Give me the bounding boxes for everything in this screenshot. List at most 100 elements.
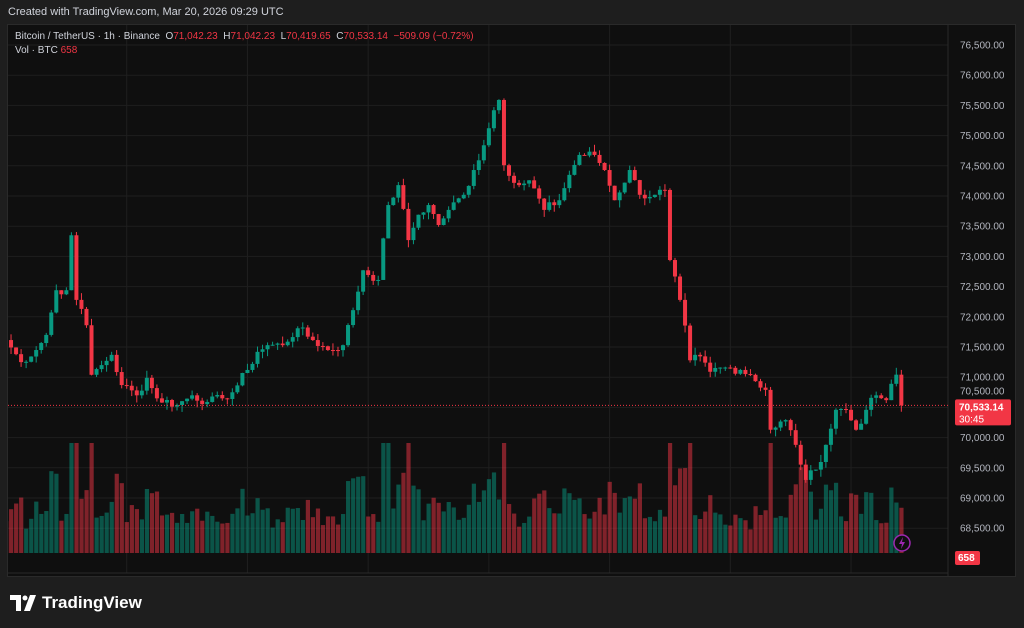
volume-tag-value: 658: [958, 553, 975, 564]
candle-body: [190, 395, 195, 399]
volume-bar: [391, 508, 396, 553]
candle-body: [99, 365, 104, 370]
candle-body: [361, 270, 366, 292]
volume-bar: [512, 513, 517, 553]
price-chart[interactable]: 76,500.00 76,000.00 75,500.00 75,000.00 74,5…: [8, 25, 1016, 577]
volume-bar: [79, 498, 84, 553]
candle-body: [391, 197, 396, 206]
y-tick-label: 70,500.00: [960, 386, 1005, 397]
low-label: L: [280, 31, 287, 42]
candle-body: [265, 345, 270, 350]
candle-body: [461, 194, 466, 199]
candle-body: [672, 260, 677, 277]
volume-bar: [652, 521, 658, 553]
candle-body: [446, 209, 451, 219]
volume-bar: [426, 503, 431, 553]
y-tick-label: 69,000.00: [960, 494, 1005, 505]
volume-bar: [844, 521, 849, 553]
volume-bar: [547, 508, 552, 553]
symbol-info[interactable]: Bitcoin / TetherUS · 1h · Binance: [15, 31, 160, 42]
volume-bar: [788, 494, 793, 553]
close-value: 70,533.14: [343, 31, 388, 42]
candle-body: [572, 164, 577, 175]
volume-bar: [386, 443, 391, 553]
candle-body: [587, 151, 592, 156]
volume-bar: [175, 522, 180, 553]
y-tick-label: 76,000.00: [960, 71, 1005, 82]
y-tick-label: 72,500.00: [960, 282, 1005, 293]
candle-body: [622, 182, 627, 193]
candle-body: [180, 401, 185, 405]
candle-body: [84, 308, 89, 326]
volume-bar: [164, 514, 170, 553]
volume-bar: [894, 502, 899, 553]
candle-body: [260, 349, 265, 352]
candle-body: [175, 404, 180, 407]
volume-bar: [507, 504, 512, 553]
volume-bar: [341, 514, 346, 553]
volume-bar: [728, 525, 733, 553]
volume-bar: [351, 478, 356, 553]
volume-bar: [864, 492, 869, 553]
candle-body: [290, 337, 295, 342]
candle-body: [522, 183, 527, 186]
candle-body: [456, 198, 461, 203]
volume-bar: [552, 513, 557, 553]
candle-body: [507, 165, 511, 176]
y-tick-label: 69,500.00: [960, 463, 1005, 474]
volume-tag: [955, 551, 980, 565]
candle-body: [346, 325, 351, 346]
candle-body: [884, 398, 889, 401]
candle-body: [899, 374, 904, 406]
candle-body: [667, 189, 672, 261]
last-price-value: 70,533.14: [959, 402, 1004, 413]
candle-body: [491, 110, 496, 129]
volume-bar: [522, 522, 527, 553]
volume-bar: [678, 468, 683, 553]
candle-body: [874, 395, 879, 398]
candle-body: [773, 427, 778, 430]
y-tick-label: 73,000.00: [960, 252, 1005, 263]
volume-bar: [119, 483, 124, 553]
candle-body: [597, 154, 602, 163]
volume-value: 658: [60, 45, 78, 56]
volume-bar: [346, 481, 351, 553]
candle-body: [547, 202, 552, 210]
volume-bar: [24, 528, 29, 553]
volume-bar: [34, 501, 39, 553]
volume-bar: [869, 492, 874, 553]
volume-bar: [567, 493, 572, 553]
volume-bar: [733, 514, 738, 553]
close-label: C: [336, 31, 344, 42]
candle-body: [134, 390, 139, 396]
candle-body: [527, 180, 532, 184]
volume-bar: [295, 508, 300, 553]
candle-body: [647, 197, 652, 199]
volume-bar: [255, 498, 260, 553]
candle-body: [662, 189, 667, 191]
candle-body: [652, 194, 657, 198]
candle-body: [59, 290, 64, 295]
volume-bar: [713, 512, 718, 553]
volume-bar: [149, 493, 155, 553]
volume-bar: [622, 498, 627, 553]
volume-bar: [683, 468, 688, 553]
volume-bar: [366, 516, 371, 553]
volume-bar: [537, 493, 542, 553]
candle-body: [200, 400, 205, 405]
volume-bar: [195, 508, 200, 553]
volume-bar: [461, 517, 466, 553]
candle-body: [386, 205, 391, 239]
volume-bar: [104, 512, 109, 553]
volume-bar: [9, 509, 14, 553]
y-tick-label: 75,000.00: [960, 131, 1005, 142]
candle-body: [542, 198, 547, 210]
volume-bar: [778, 516, 783, 553]
volume-bar: [491, 472, 497, 553]
candle-body: [738, 369, 743, 374]
tradingview-logo[interactable]: TradingView: [10, 593, 142, 613]
volume-bar: [94, 517, 99, 553]
candle-body: [49, 312, 54, 335]
candle-body: [657, 189, 662, 195]
candle-body: [376, 279, 381, 281]
